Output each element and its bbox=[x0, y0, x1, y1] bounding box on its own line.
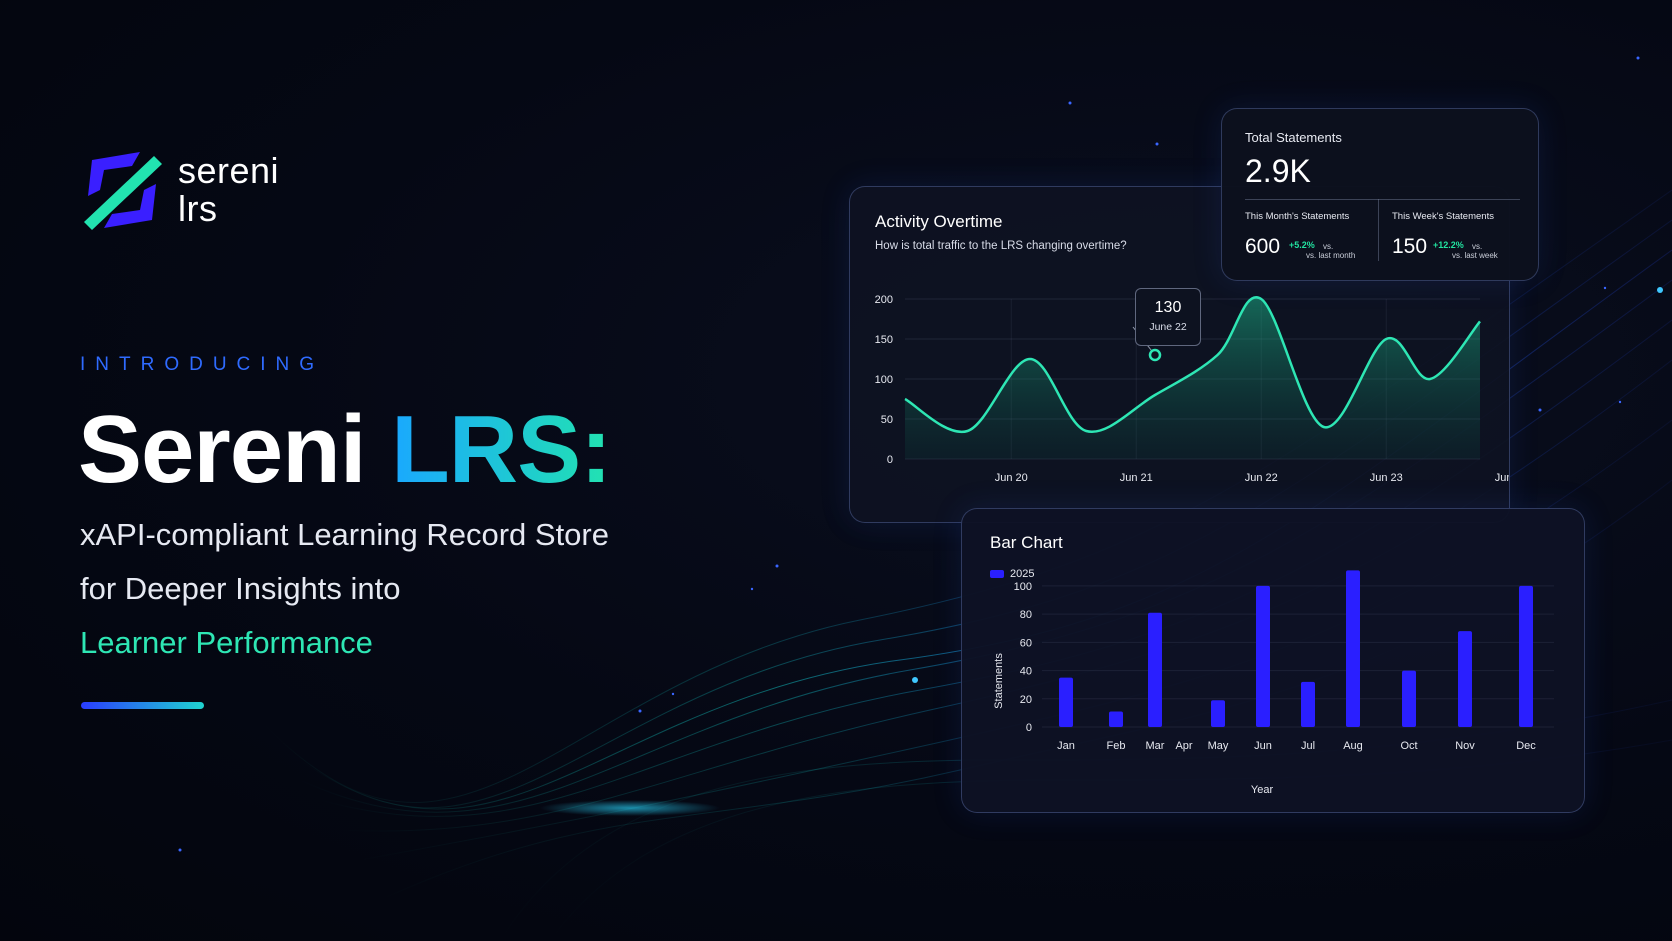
bar-nov[interactable] bbox=[1458, 631, 1472, 727]
brand-name-line2: lrs bbox=[178, 188, 218, 229]
x-tick-label: Jun 23 bbox=[1370, 472, 1403, 484]
kpi-week-label: This Week's Statements bbox=[1392, 211, 1494, 222]
x-tick-label: Aug bbox=[1343, 740, 1363, 752]
bar-chart-svg: 0 20 40 60 80 100 Statements Year Jan Feb Mar Apr Ma… bbox=[993, 570, 1554, 796]
y-tick-label: 50 bbox=[881, 414, 893, 426]
activity-subtitle: How is total traffic to the LRS changing… bbox=[875, 240, 1127, 252]
kpi-month-vs-top: vs. bbox=[1323, 242, 1334, 251]
bar-chart-title: Bar Chart bbox=[990, 533, 1063, 552]
hero-subtitle-line2: for Deeper Insights into bbox=[80, 571, 401, 606]
kpi-month-vs: vs. last month bbox=[1306, 251, 1356, 260]
tooltip-value: 130 bbox=[1154, 299, 1182, 316]
bar-may[interactable] bbox=[1211, 700, 1225, 727]
kpi-week-delta: +12.2% bbox=[1433, 240, 1464, 250]
x-tick-label: Dec bbox=[1516, 740, 1536, 752]
x-tick-label: Jun 24 bbox=[1495, 472, 1509, 484]
hero-underline bbox=[81, 702, 204, 709]
hero-title-accent: LRS: bbox=[391, 396, 612, 503]
activity-area-chart: 0 50 100 150 200 Jun 20 Jun 21 Jun 22 Jun 23 Jun … bbox=[875, 294, 1509, 484]
kpi-title: Total Statements bbox=[1245, 130, 1342, 145]
activity-tooltip: 130 June 22 bbox=[1135, 288, 1201, 346]
x-tick-label: Jan bbox=[1057, 740, 1075, 752]
kpi-month-delta: +5.2% bbox=[1289, 240, 1315, 250]
hero-eyebrow: INTRODUCING bbox=[80, 354, 325, 375]
y-tick-label: 0 bbox=[887, 454, 893, 466]
total-statements-card: Total Statements 2.9K This Month's State… bbox=[1221, 108, 1539, 281]
highlight-point[interactable] bbox=[1148, 348, 1162, 362]
x-tick-label: May bbox=[1208, 740, 1229, 752]
bar-jan[interactable] bbox=[1059, 677, 1073, 727]
legend-label: 2025 bbox=[1010, 568, 1035, 580]
y-axis-label: Statements bbox=[993, 653, 1005, 709]
x-tick-label: Apr bbox=[1175, 740, 1192, 752]
hero-subtitle-line1: xAPI-compliant Learning Record Store bbox=[80, 517, 609, 552]
bar-chart-card: Bar Chart 2025 0 20 40 60 80 100 Statements Yea… bbox=[961, 508, 1585, 813]
bar-jun[interactable] bbox=[1256, 585, 1270, 727]
sereni-logo-icon bbox=[84, 152, 162, 230]
kpi-week-vs-top: vs. bbox=[1472, 242, 1483, 251]
activity-area-fill bbox=[905, 297, 1480, 459]
bar-mar[interactable] bbox=[1148, 612, 1162, 727]
x-tick-label: Mar bbox=[1146, 740, 1165, 752]
x-tick-label: Jun 20 bbox=[995, 472, 1028, 484]
brand-logo: sereni lrs bbox=[82, 150, 279, 230]
hero-subtitle-line3: Learner Performance bbox=[80, 625, 373, 660]
x-tick-label: Jun 21 bbox=[1120, 472, 1153, 484]
kpi-month-label: This Month's Statements bbox=[1245, 211, 1350, 222]
x-tick-label: Feb bbox=[1107, 740, 1126, 752]
brand-name-line1: sereni bbox=[178, 150, 280, 191]
x-tick-label: Jul bbox=[1301, 740, 1315, 752]
x-tick-label: Jun 22 bbox=[1245, 472, 1278, 484]
activity-series-line bbox=[904, 296, 1481, 434]
tooltip-date: June 22 bbox=[1149, 321, 1187, 333]
bar-oct[interactable] bbox=[1402, 670, 1416, 727]
activity-title: Activity Overtime bbox=[875, 212, 1003, 231]
y-tick-label: 200 bbox=[875, 294, 893, 306]
y-tick-label: 60 bbox=[1020, 637, 1032, 649]
x-tick-label: Oct bbox=[1400, 740, 1417, 752]
y-tick-label: 80 bbox=[1020, 609, 1032, 621]
x-tick-label: Nov bbox=[1455, 740, 1475, 752]
bar-legend: 2025 bbox=[990, 568, 1034, 580]
kpi-week-vs: vs. last week bbox=[1452, 251, 1498, 260]
kpi-total: 2.9K bbox=[1245, 153, 1311, 189]
kpi-divider-h bbox=[1245, 199, 1520, 200]
hero-title: Sereni LRS: bbox=[78, 396, 612, 503]
y-tick-label: 100 bbox=[875, 374, 893, 386]
x-axis-label: Year bbox=[1251, 784, 1274, 796]
bar-aug[interactable] bbox=[1346, 570, 1360, 727]
kpi-month-value: 600 bbox=[1245, 235, 1281, 258]
bar-jul[interactable] bbox=[1301, 681, 1315, 727]
y-tick-label: 20 bbox=[1020, 694, 1032, 706]
y-tick-label: 150 bbox=[875, 334, 893, 346]
y-tick-label: 100 bbox=[1014, 581, 1032, 593]
kpi-divider-v bbox=[1378, 199, 1379, 261]
bar-dec[interactable] bbox=[1519, 585, 1533, 727]
bar-feb[interactable] bbox=[1109, 711, 1123, 727]
legend-swatch bbox=[990, 570, 1004, 578]
kpi-week-value: 150 bbox=[1392, 235, 1428, 258]
y-tick-label: 0 bbox=[1026, 722, 1032, 734]
hero-title-main: Sereni bbox=[78, 396, 392, 503]
x-tick-label: Jun bbox=[1254, 740, 1272, 752]
y-tick-label: 40 bbox=[1020, 666, 1032, 678]
